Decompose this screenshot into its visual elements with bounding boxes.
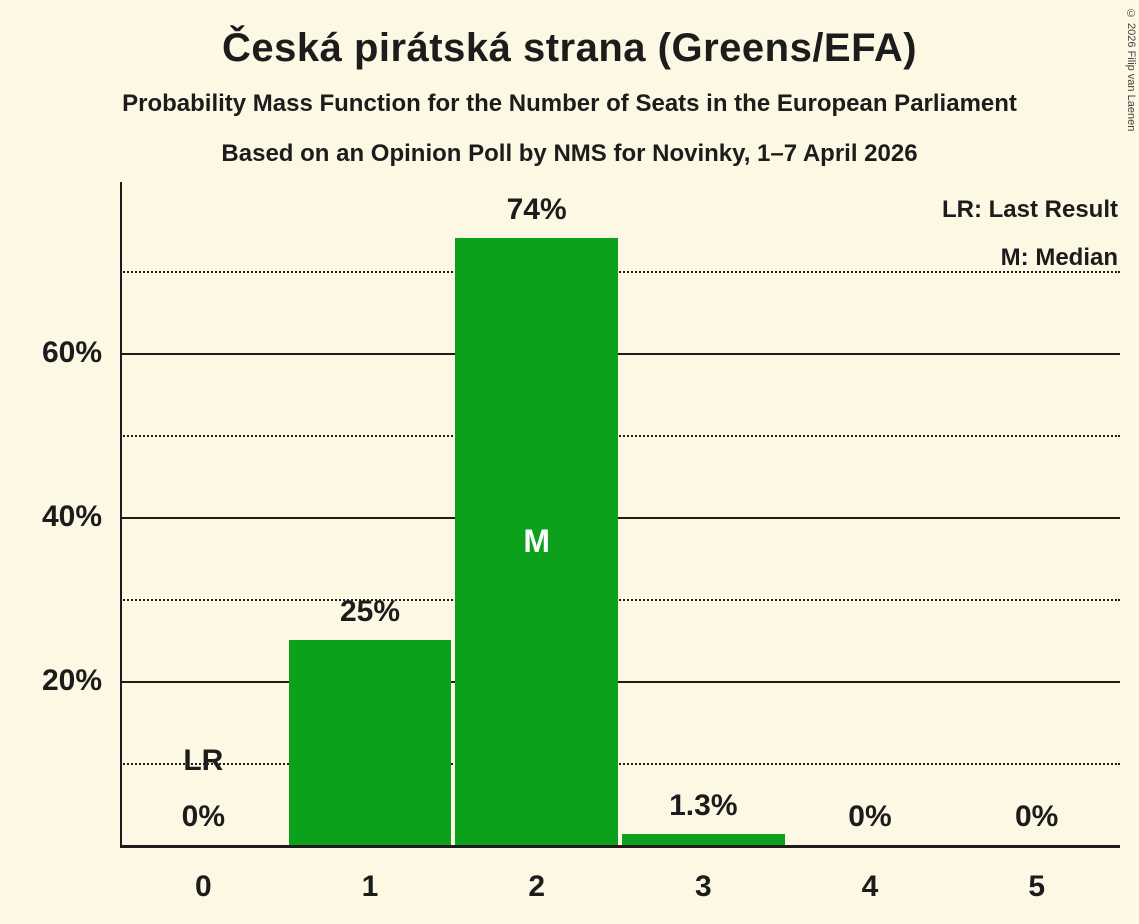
gridline-dotted (120, 434, 1120, 437)
legend-last-result: LR: Last Result (941, 196, 1118, 223)
y-axis-tick-label: 60% (41, 335, 102, 369)
gridline-dotted (120, 762, 1120, 765)
bar-value-label: 0% (1014, 800, 1059, 833)
bar-value-label: 74% (506, 192, 567, 226)
gridline-solid (120, 680, 1120, 683)
last-result-label: LR (183, 744, 224, 777)
legend-median: M: Median (1000, 244, 1118, 271)
x-axis-label: 5 (1028, 870, 1045, 903)
y-axis-line (120, 182, 122, 847)
x-axis-label: 2 (528, 870, 545, 903)
x-axis-line (120, 845, 1120, 848)
legend: LR: Last Result M: Median (942, 186, 1118, 282)
bar (288, 639, 452, 845)
x-axis-label: 0 (194, 870, 212, 903)
y-axis-tick-label: 20% (41, 663, 102, 697)
bar-value-label: 25% (339, 594, 400, 628)
gridline-dotted (120, 598, 1120, 601)
copyright-text: © 2026 Filip van Laenen (1125, 8, 1137, 132)
x-axis-label: 4 (861, 870, 879, 903)
bar-value-label: 0% (848, 800, 892, 833)
gridline-solid (120, 352, 1120, 355)
chart-title: Česká pirátská strana (Greens/EFA) (221, 26, 918, 70)
x-axis-label: 3 (694, 870, 712, 903)
poll-source-subtitle: Based on an Opinion Poll by NMS for Novi… (221, 140, 918, 167)
x-axis-label: 1 (361, 870, 379, 903)
median-label: M (523, 523, 550, 560)
y-axis-tick-label: 40% (41, 499, 102, 533)
bar (622, 834, 785, 845)
gridline-solid (120, 516, 1120, 519)
bar-value-label: 1.3% (669, 789, 738, 823)
gridline-dotted (120, 270, 1120, 273)
chart-subtitle: Probability Mass Function for the Number… (122, 90, 1017, 117)
bar (455, 237, 618, 845)
bar-value-label: 0% (181, 800, 225, 833)
